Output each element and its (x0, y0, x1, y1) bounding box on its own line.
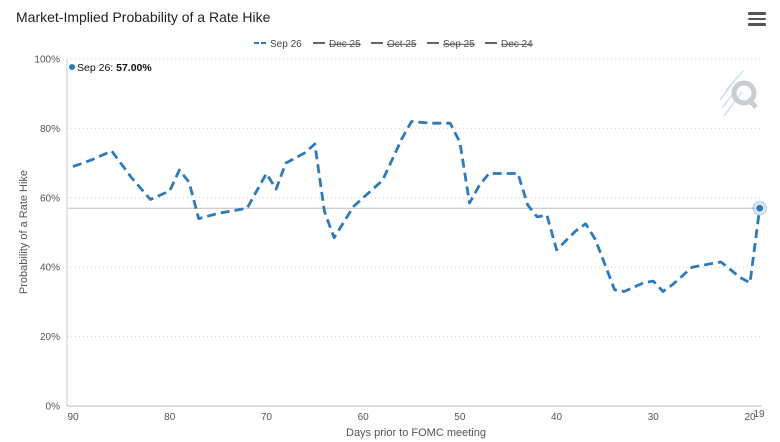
legend-item[interactable]: Sep 25 (427, 39, 475, 50)
legend-label: Sep 26 (270, 39, 302, 50)
x-tick-label: 30 (648, 412, 660, 423)
legend-item[interactable]: Sep 26 (254, 39, 302, 50)
watermark-tail (746, 97, 758, 109)
watermark-stroke (723, 91, 743, 117)
x-tick-label: 70 (261, 412, 273, 423)
tooltip-marker (69, 64, 75, 70)
y-tick-label: 80% (40, 124, 60, 135)
y-tick-label: 40% (40, 263, 60, 274)
y-axis-title: Probability of a Rate Hike (18, 170, 30, 294)
legend-label: Sep 25 (443, 39, 475, 50)
q-logo-watermark (719, 69, 758, 117)
legend-label: Dec 25 (329, 39, 361, 50)
x-tick-label: 90 (67, 412, 79, 423)
x-tick-label: 20 (744, 412, 756, 423)
watermark-stroke (725, 69, 745, 91)
watermark-ring (731, 80, 757, 106)
menu-bar (748, 23, 766, 26)
legend-label: Oct 25 (387, 39, 417, 50)
legend-item[interactable]: Dec 24 (485, 39, 533, 50)
menu-bar (748, 12, 766, 15)
chart-title: Market-Implied Probability of a Rate Hik… (16, 9, 271, 25)
y-tick-label: 60% (40, 193, 60, 204)
legend-item[interactable]: Oct 25 (371, 39, 417, 50)
x-tick-label: 50 (454, 412, 466, 423)
x-tick-label: 60 (358, 412, 370, 423)
legend[interactable]: Sep 26 Dec 25 Oct 25 Sep 25 Dec 24 (254, 39, 533, 50)
x-axis-title: Days prior to FOMC meeting (346, 427, 486, 439)
x-tick-label: 40 (551, 412, 563, 423)
y-tick-label: 100% (34, 55, 60, 66)
series-area (72, 120, 768, 293)
legend-item[interactable]: Dec 25 (313, 39, 361, 50)
highlight-point[interactable] (755, 203, 765, 213)
y-tick-label: 20% (40, 332, 60, 343)
tooltip-label: Sep 26: 57.00% (77, 62, 152, 74)
series-line-sep-26[interactable] (72, 120, 762, 293)
x-tick-label: 80 (164, 412, 176, 423)
y-tick-label: 0% (46, 402, 61, 413)
legend-label: Dec 24 (501, 39, 533, 50)
menu-bar (748, 17, 766, 20)
hamburger-menu-icon[interactable] (748, 12, 766, 28)
x-tick-label-extra: 19 (753, 409, 765, 420)
grid (67, 58, 762, 338)
tooltip: Sep 26: 57.00% (69, 62, 152, 74)
